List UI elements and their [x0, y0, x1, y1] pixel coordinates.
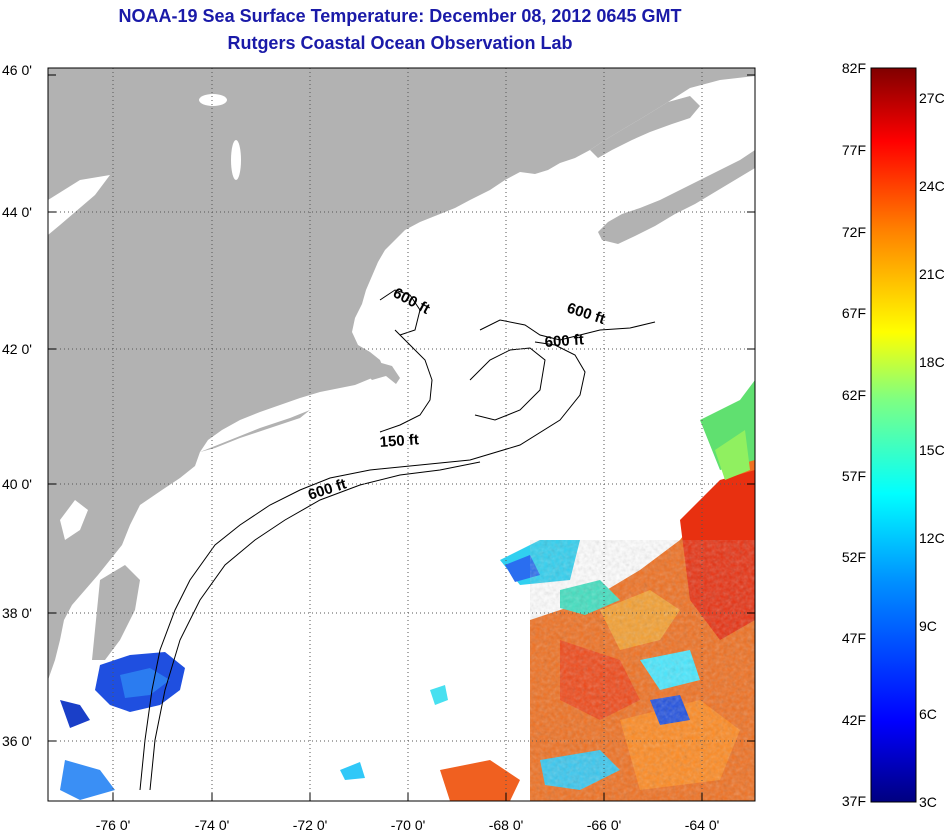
colorbar-f-label: 37F: [842, 793, 866, 809]
colorbar-c-label: 21C: [919, 266, 944, 282]
contour-label: 150 ft: [379, 431, 419, 451]
lat-label: 44 0': [2, 204, 32, 220]
land-new-brunswick: [590, 96, 700, 158]
colorbar-f-label: 47F: [842, 630, 866, 646]
lake: [199, 94, 227, 106]
colorbar-f-label: 62F: [842, 387, 866, 403]
colorbar-f-label: 72F: [842, 224, 866, 240]
land-us-mainland: [48, 68, 755, 680]
colorbar-f-label: 42F: [842, 712, 866, 728]
colorbar-c-label: 3C: [919, 794, 937, 810]
land-cape-cod: [362, 362, 400, 384]
colorbar-c-label: 6C: [919, 706, 937, 722]
lon-label: -72 0': [293, 817, 328, 833]
lat-label: 36 0': [2, 733, 32, 749]
map-frame: [47, 67, 756, 802]
lon-label: -66 0': [587, 817, 622, 833]
lon-label: -68 0': [489, 817, 524, 833]
axis-ticks: [48, 74, 755, 801]
sst-data-overlay: [60, 380, 755, 801]
bathymetry-contours: [139, 289, 656, 791]
lon-label: -64 0': [685, 817, 720, 833]
lake-ontario: [48, 175, 110, 235]
colorbar-f-label: 82F: [842, 60, 866, 76]
land-long-island: [200, 410, 310, 452]
colorbar-c-label: 27C: [919, 90, 944, 106]
map-title: NOAA-19 Sea Surface Temperature: Decembe…: [118, 6, 682, 26]
lon-label: -70 0': [391, 817, 426, 833]
contour-label: 600 ft: [544, 331, 584, 351]
lat-label: 46 0': [2, 62, 32, 78]
lon-label: -76 0': [96, 817, 131, 833]
colorbar-f-label: 77F: [842, 142, 866, 158]
lon-label: -74 0': [195, 817, 230, 833]
colorbar-c-label: 15C: [919, 442, 944, 458]
lat-label: 40 0': [2, 476, 32, 492]
colorbar-f-label: 57F: [842, 468, 866, 484]
colorbar-c-label: 9C: [919, 618, 937, 634]
colorbar-c-label: 12C: [919, 530, 944, 546]
lat-label: 38 0': [2, 605, 32, 621]
bay: [60, 500, 88, 540]
map-subtitle: Rutgers Coastal Ocean Observation Lab: [227, 33, 573, 53]
colorbar-f-label: 52F: [842, 549, 866, 565]
colorbar-f-label: 67F: [842, 305, 866, 321]
colorbar: [870, 67, 917, 803]
colorbar-c-label: 18C: [919, 354, 944, 370]
lat-label: 42 0': [2, 341, 32, 357]
lake: [231, 140, 241, 180]
land-nova-scotia: [598, 150, 755, 244]
colorbar-c-label: 24C: [919, 178, 944, 194]
